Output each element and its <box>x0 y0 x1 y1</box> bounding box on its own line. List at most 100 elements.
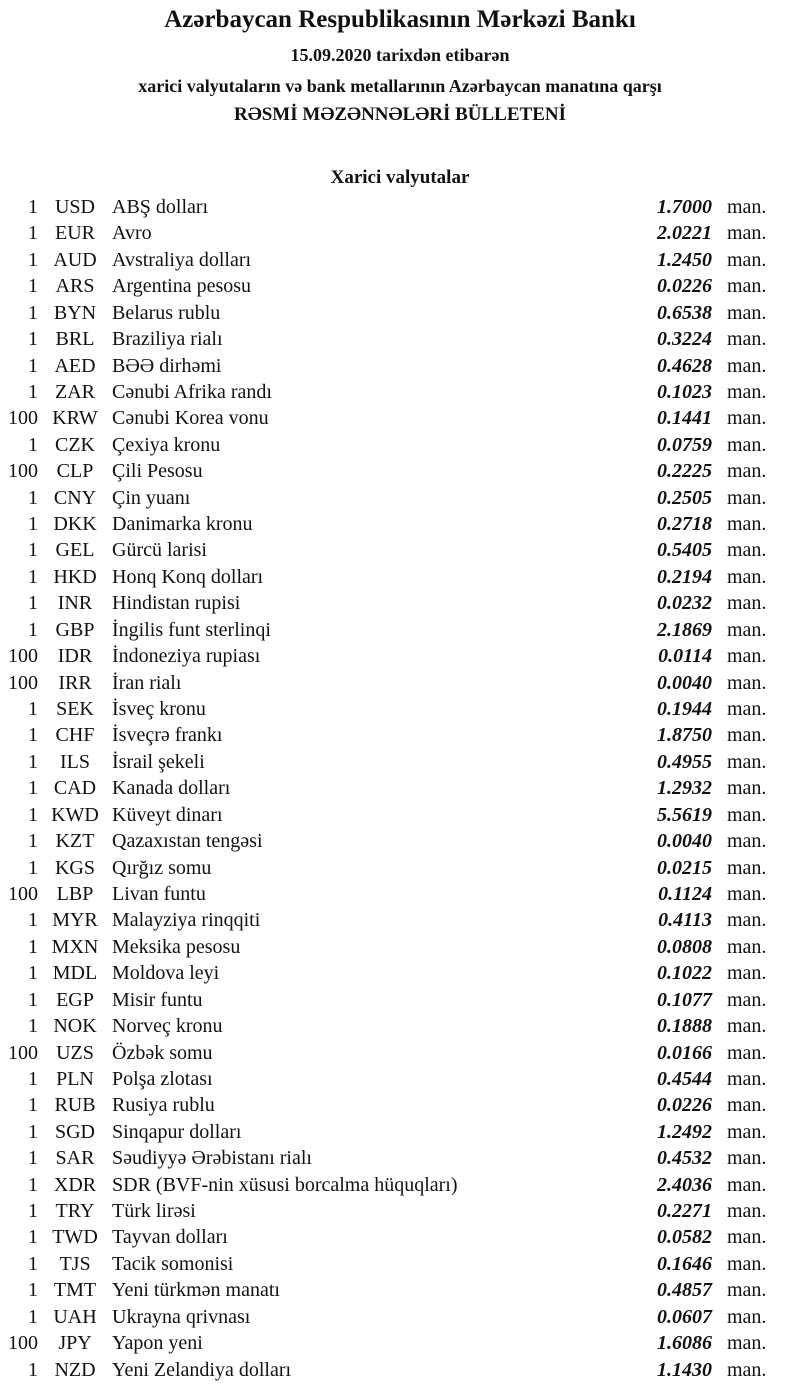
currency-row: 1 GEL Gürcü larisi 0.5405 man. <box>0 537 800 563</box>
currency-row: 100 CLP Çili Pesosu 0.2225 man. <box>0 458 800 484</box>
currency-amount: 100 <box>8 460 38 483</box>
currency-name: Hindistan rupisi <box>112 592 241 615</box>
exchange-rate: 0.0226 <box>657 275 712 298</box>
document-title: Azərbaycan Respublikasının Mərkəzi Bankı <box>164 6 636 33</box>
currency-name: Avro <box>112 222 152 245</box>
bulletin-heading: RƏSMİ MƏZƏNNƏLƏRİ BÜLLETENİ <box>233 104 566 125</box>
currency-code: CZK <box>55 433 95 456</box>
currency-row: 100 JPY Yapon yeni 1.6086 man. <box>0 1330 800 1356</box>
exchange-rate: 0.1888 <box>657 1015 712 1038</box>
currency-name: İsrail şekeli <box>112 750 205 773</box>
exchange-rate: 1.7000 <box>657 196 712 218</box>
currency-row: 1 INR Hindistan rupisi 0.0232 man. <box>0 590 800 616</box>
section-title: Xarici valyutalar <box>330 167 470 188</box>
currency-unit: man. <box>727 275 767 298</box>
currency-code: TWD <box>52 1226 98 1249</box>
currency-unit: man. <box>727 856 767 879</box>
currency-unit: man. <box>727 882 767 905</box>
currency-row: 100 LBP Livan funtu 0.1124 man. <box>0 881 800 907</box>
currency-name: Moldova leyi <box>112 962 220 985</box>
exchange-rate: 0.6538 <box>657 301 712 324</box>
currency-amount: 100 <box>8 1332 38 1355</box>
exchange-rate: 0.0114 <box>658 645 712 668</box>
exchange-rate: 5.5619 <box>657 803 712 826</box>
currency-name: Honq Konq dolları <box>112 565 264 588</box>
currency-name: Cənubi Afrika randı <box>112 380 272 403</box>
currency-amount: 1 <box>28 1358 38 1381</box>
currency-amount: 1 <box>28 592 38 615</box>
currency-code: DKK <box>53 513 97 536</box>
currency-amount: 1 <box>28 1015 38 1038</box>
currency-name: Misir funtu <box>112 988 203 1011</box>
exchange-rate: 0.4544 <box>657 1067 712 1090</box>
currency-unit: man. <box>727 328 767 351</box>
exchange-rate: 1.2450 <box>657 248 712 271</box>
currency-code: ZAR <box>55 380 95 403</box>
currency-amount: 1 <box>28 803 38 826</box>
currency-code: EGP <box>56 988 94 1011</box>
currency-name: Yapon yeni <box>112 1332 203 1355</box>
exchange-rate: 0.2225 <box>657 460 712 483</box>
currency-unit: man. <box>727 750 767 773</box>
currency-name: Yeni Zelandiya dolları <box>112 1358 292 1381</box>
currency-code: SGD <box>54 1120 95 1143</box>
currency-code: CNY <box>53 486 97 509</box>
currency-unit: man. <box>727 1147 767 1170</box>
currency-row: 1 XDR SDR (BVF-nin xüsusi borcalma hüquqla… <box>0 1172 800 1198</box>
currency-amount: 1 <box>28 328 38 351</box>
currency-name: Çin yuanı <box>112 486 191 509</box>
exchange-rate: 0.0232 <box>657 592 712 615</box>
exchange-rate: 0.0808 <box>657 935 712 958</box>
exchange-rate: 0.0582 <box>657 1226 712 1249</box>
currency-amount: 1 <box>28 698 38 721</box>
currency-amount: 1 <box>28 724 38 747</box>
currency-amount: 1 <box>28 750 38 773</box>
currency-unit: man. <box>727 724 767 747</box>
currency-amount: 1 <box>28 1305 38 1328</box>
exchange-rate: 0.4857 <box>657 1279 712 1302</box>
currency-amount: 1 <box>28 1279 38 1302</box>
currency-code: XDR <box>53 1173 97 1196</box>
currency-unit: man. <box>727 301 767 324</box>
currency-unit: man. <box>727 592 767 615</box>
currency-name: ABŞ dolları <box>112 196 209 218</box>
currency-code: TRY <box>55 1200 95 1223</box>
currency-row: 1 GBP İngilis funt sterlinqi 2.1869 man. <box>0 617 800 643</box>
exchange-rate: 0.4628 <box>657 354 712 377</box>
currency-code: USD <box>54 196 95 218</box>
currency-amount: 1 <box>28 618 38 641</box>
currency-unit: man. <box>727 1120 767 1143</box>
currency-unit: man. <box>727 1252 767 1275</box>
currency-row: 1 SEK İsveç kronu 0.1944 man. <box>0 696 800 722</box>
currency-name: İngilis funt sterlinqi <box>112 618 271 641</box>
currency-row: 1 MXN Meksika pesosu 0.0808 man. <box>0 934 800 960</box>
currency-row: 1 HKD Honq Konq dolları 0.2194 man. <box>0 564 800 590</box>
currency-unit: man. <box>727 196 767 218</box>
currency-code: JPY <box>58 1332 92 1355</box>
currency-name: Kanada dolları <box>112 777 231 800</box>
currency-name: Meksika pesosu <box>112 935 241 958</box>
currency-unit: man. <box>727 539 767 562</box>
exchange-rate: 0.1022 <box>657 962 712 985</box>
currency-unit: man. <box>727 1067 767 1090</box>
currency-unit: man. <box>727 486 767 509</box>
currency-name: Braziliya rialı <box>112 328 223 351</box>
currency-amount: 100 <box>8 671 38 694</box>
currency-row: 100 IRR İran rialı 0.0040 man. <box>0 670 800 696</box>
currency-name: İran rialı <box>112 671 182 694</box>
exchange-rate: 1.2932 <box>657 777 712 800</box>
currency-name: Danimarka kronu <box>112 513 253 536</box>
currency-code: UAH <box>53 1305 97 1328</box>
currency-row: 1 DKK Danimarka kronu 0.2718 man. <box>0 511 800 537</box>
currency-code: SEK <box>56 698 94 721</box>
currency-row: 1 CNY Çin yuanı 0.2505 man. <box>0 485 800 511</box>
currency-name: İndoneziya rupiası <box>112 645 261 668</box>
currency-name: Çexiya kronu <box>112 433 221 456</box>
currency-amount: 1 <box>28 1147 38 1170</box>
currency-amount: 1 <box>28 565 38 588</box>
currency-name: Qırğız somu <box>112 856 212 879</box>
currency-unit: man. <box>727 830 767 853</box>
currency-amount: 1 <box>28 539 38 562</box>
currency-unit: man. <box>727 1305 767 1328</box>
currency-row: 1 TMT Yeni türkmən manatı 0.4857 man. <box>0 1277 800 1303</box>
